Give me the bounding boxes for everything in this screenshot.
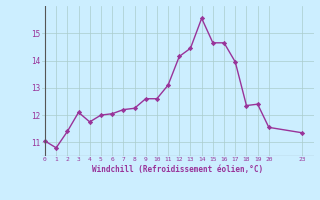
X-axis label: Windchill (Refroidissement éolien,°C): Windchill (Refroidissement éolien,°C) — [92, 165, 263, 174]
